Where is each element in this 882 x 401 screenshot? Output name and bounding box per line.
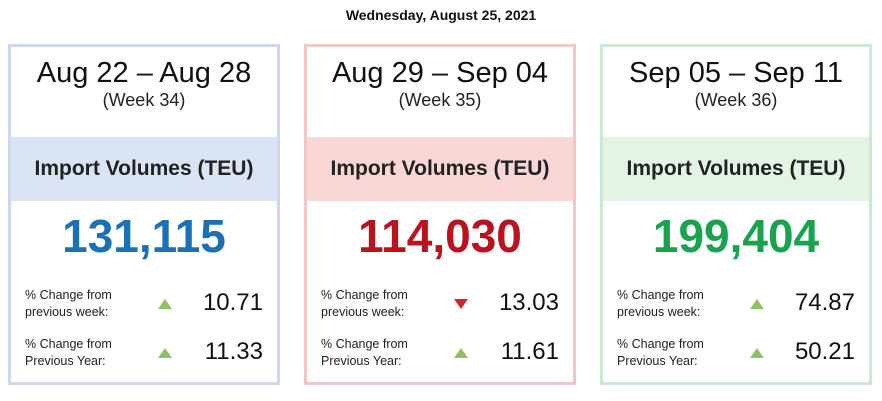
week-label: (Week 35): [398, 90, 482, 110]
change-label: % Change from Previous Year:: [25, 337, 112, 368]
week-label: (Week 36): [694, 90, 778, 110]
trend-arrow: [454, 348, 468, 358]
trend-arrow: [158, 348, 172, 358]
change-row: % Change from Previous Year: 11.33: [25, 336, 275, 376]
week-label: (Week 34): [102, 90, 186, 110]
change-row: % Change from Previous Year: 50.21: [617, 336, 867, 376]
trend-arrow: [750, 348, 764, 358]
change-value: 74.87: [794, 289, 855, 316]
change-label: % Change from previous week:: [617, 288, 704, 319]
change-label: % Change from Previous Year:: [321, 337, 408, 368]
card: Sep 05 – Sep 11 (Week 36) Import Volumes (…: [600, 44, 872, 385]
import-volume: 131,115: [62, 210, 226, 262]
heading-band: Import Volumes (TEU): [307, 137, 573, 201]
import-volume: 199,404: [652, 210, 820, 262]
heading-band: Import Volumes (TEU): [603, 137, 869, 201]
import-volume: 114,030: [358, 210, 522, 262]
change-row: % Change from Previous Year: 11.61: [321, 336, 571, 376]
change-value: 13.03: [498, 289, 559, 316]
change-value: 10.71: [202, 289, 263, 316]
change-value: 50.21: [794, 338, 855, 365]
change-row: % Change from previous week: 13.03: [321, 287, 571, 327]
change-label: % Change from Previous Year:: [617, 337, 704, 368]
date-range: Aug 22 – Aug 28: [36, 57, 252, 89]
change-label: % Change from previous week:: [321, 288, 408, 319]
card: Aug 22 – Aug 28 (Week 34) Import Volumes (…: [8, 44, 280, 385]
date-range: Aug 29 – Sep 04: [331, 57, 549, 89]
date-range: Sep 05 – Sep 11: [629, 57, 843, 89]
change-row: % Change from previous week: 74.87: [617, 287, 867, 327]
heading-band: Import Volumes (TEU): [11, 137, 277, 201]
change-label: % Change from previous week:: [25, 288, 112, 319]
trend-arrow: [454, 299, 468, 309]
trend-arrow: [158, 299, 172, 309]
change-value: 11.61: [500, 338, 559, 365]
change-row: % Change from previous week: 10.71: [25, 287, 275, 327]
date-header: Wednesday, August 25, 2021: [345, 7, 537, 23]
change-value: 11.33: [204, 338, 263, 365]
trend-arrow: [750, 299, 764, 309]
card: Aug 29 – Sep 04 (Week 35) Import Volumes (…: [304, 44, 576, 385]
